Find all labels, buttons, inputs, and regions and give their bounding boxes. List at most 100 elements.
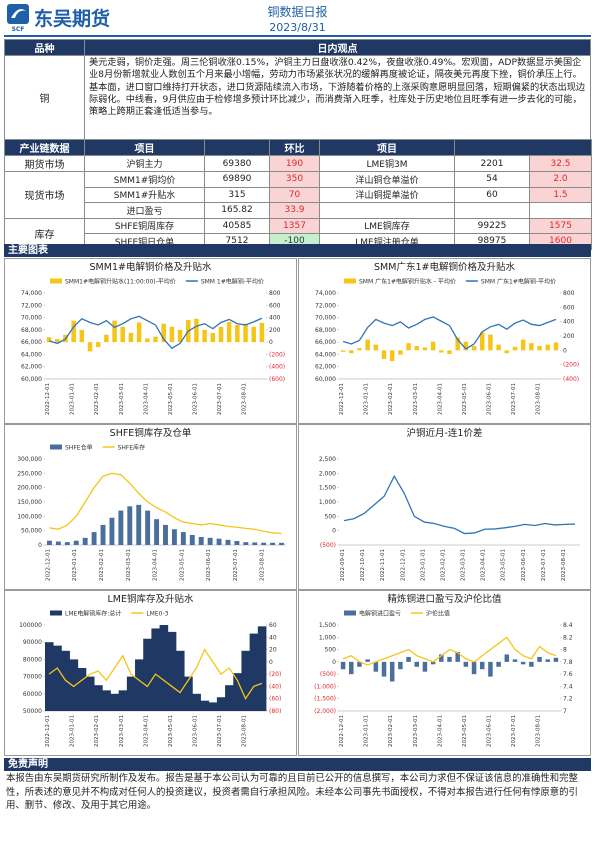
table-cell: 进口盈亏 — [84, 202, 205, 219]
chart-title: SMM1#电解铜价格及升贴水 — [90, 261, 212, 273]
y2-tick-label: 200 — [269, 327, 281, 334]
area-segment — [102, 690, 111, 711]
bar — [529, 343, 534, 351]
x-tick-label: 2023-03-01 — [413, 383, 419, 415]
bar — [136, 322, 142, 343]
x-tick-label: 2023-06-01 — [206, 549, 212, 581]
y-tick-label: 80000 — [23, 656, 42, 663]
bar — [365, 659, 370, 662]
table-cell: 2.0 — [529, 171, 592, 188]
bar — [553, 342, 559, 351]
table-cell: 99225 — [454, 217, 530, 234]
table-cell: 1.5 — [529, 186, 592, 203]
table-header — [454, 139, 592, 156]
table-row: 进口盈亏 165.82 33.9 — [5, 202, 592, 219]
bar — [270, 542, 276, 545]
bar — [455, 337, 460, 351]
x-tick-label: 2023-07-01 — [217, 383, 223, 415]
bar — [357, 661, 362, 667]
area-segment — [249, 633, 259, 711]
x-tick-label: 2023-02-01 — [94, 383, 100, 415]
area-segment — [151, 628, 160, 711]
x-tick-label: 2022-12-01 — [339, 715, 345, 747]
bar — [95, 342, 101, 348]
chart: SHFE铜库存及仓单 SHFE仓单 SHFE库存 0 50,000 100,000 150,… — [4, 424, 297, 590]
y2-tick-label: (40) — [269, 683, 281, 690]
bar — [234, 540, 240, 545]
y-tick-label: (500) — [320, 671, 336, 678]
bar — [398, 661, 403, 670]
x-tick-label: 2023-05-01 — [168, 383, 174, 415]
bar — [109, 517, 115, 545]
y-tick-label: 68,000 — [315, 327, 336, 334]
x-tick-label: 2023-06-01 — [521, 549, 527, 581]
table-cell: 33.9 — [269, 202, 320, 219]
y-tick-label: 0 — [38, 542, 42, 549]
table-cell: LME铜3M — [319, 155, 455, 172]
bar — [463, 341, 469, 351]
y-tick-label: 150,000 — [17, 499, 42, 506]
x-tick-label: 2023-07-01 — [511, 383, 517, 415]
y2-tick-label: 0 — [269, 339, 273, 346]
legend-label: LME0-3 — [146, 611, 168, 618]
y2-tick-label: 800 — [269, 290, 281, 297]
x-tick-label: 2023-01-01 — [72, 549, 78, 581]
bar — [357, 348, 362, 351]
area-segment — [69, 659, 79, 711]
x-tick-label: 2022-11-01 — [380, 549, 386, 581]
x-tick-label: 2022-10-01 — [360, 549, 366, 581]
table-cell: SMM1#铜均价 — [84, 171, 205, 188]
table-cell: 32.5 — [529, 155, 592, 172]
y2-tick-label: 7 — [563, 708, 567, 715]
bar — [163, 524, 168, 545]
bar — [153, 336, 158, 343]
table-cell: 1357 — [269, 217, 320, 234]
y2-tick-label: 7.2 — [563, 696, 573, 703]
x-tick-label: 2023-07-01 — [511, 715, 517, 747]
table-cell: 70 — [269, 186, 320, 203]
bar — [104, 334, 109, 343]
x-tick-label: 2023-01-01 — [70, 383, 76, 415]
y-tick-label: 64,000 — [21, 351, 42, 358]
bar — [545, 344, 550, 351]
x-tick-label: 2023-08-01 — [536, 383, 542, 415]
y-tick-label: 66,000 — [315, 339, 336, 346]
x-tick-label: 2023-06-01 — [486, 715, 492, 747]
y-tick-label: (2,000) — [314, 708, 336, 715]
bar — [488, 661, 493, 677]
logo-sub: SCF — [12, 26, 25, 33]
area-segment — [184, 676, 193, 711]
header-rule — [4, 35, 591, 37]
legend-label: SHFE仓单 — [65, 444, 93, 452]
x-tick-label: 2023-05-01 — [179, 549, 185, 581]
area-segment — [208, 702, 218, 711]
table-header: 项目 — [84, 139, 205, 156]
view-table: 品种 日内观点 铜美元走弱，铜价走强。周三伦铜收涨0.15%，沪铜主力日盘收涨0.… — [4, 39, 591, 140]
y2-tick-label: 400 — [269, 315, 281, 322]
x-tick-label: 2023-07-01 — [217, 715, 223, 747]
line — [48, 648, 263, 701]
bar — [259, 322, 265, 343]
y2-tick-label: (400) — [563, 376, 579, 383]
x-tick-label: 2023-01-01 — [364, 383, 370, 415]
chart: SMM1#电解铜价格及升贴水 SMM1#电解铜升贴水(11:00:00)-平均价 S… — [4, 258, 297, 424]
report-date: 2023/8/31 — [269, 21, 326, 34]
bar — [91, 532, 97, 545]
x-tick-label: 2023-01-01 — [364, 715, 370, 747]
x-tick-label: 2023-08-01 — [561, 549, 567, 581]
bar — [136, 504, 142, 545]
table-cell — [454, 202, 530, 219]
table-header: 项目 — [319, 139, 455, 156]
logo-text: 东吴期货 — [34, 8, 111, 30]
y-tick-label: 60,000 — [21, 376, 42, 383]
x-tick-label: 2022-09-01 — [340, 549, 346, 581]
bar — [365, 339, 370, 351]
area-segment — [192, 693, 201, 711]
bar — [128, 332, 134, 343]
bar — [520, 339, 526, 351]
chart: SMM广东1#电解铜价格及升贴水 SMM 广东1#电解铜升贴水 - 平均价 SMM … — [298, 258, 591, 424]
bar — [55, 541, 61, 545]
x-tick-label: 2023-08-01 — [242, 715, 248, 747]
area-segment — [94, 685, 103, 711]
area-segment — [233, 673, 242, 711]
